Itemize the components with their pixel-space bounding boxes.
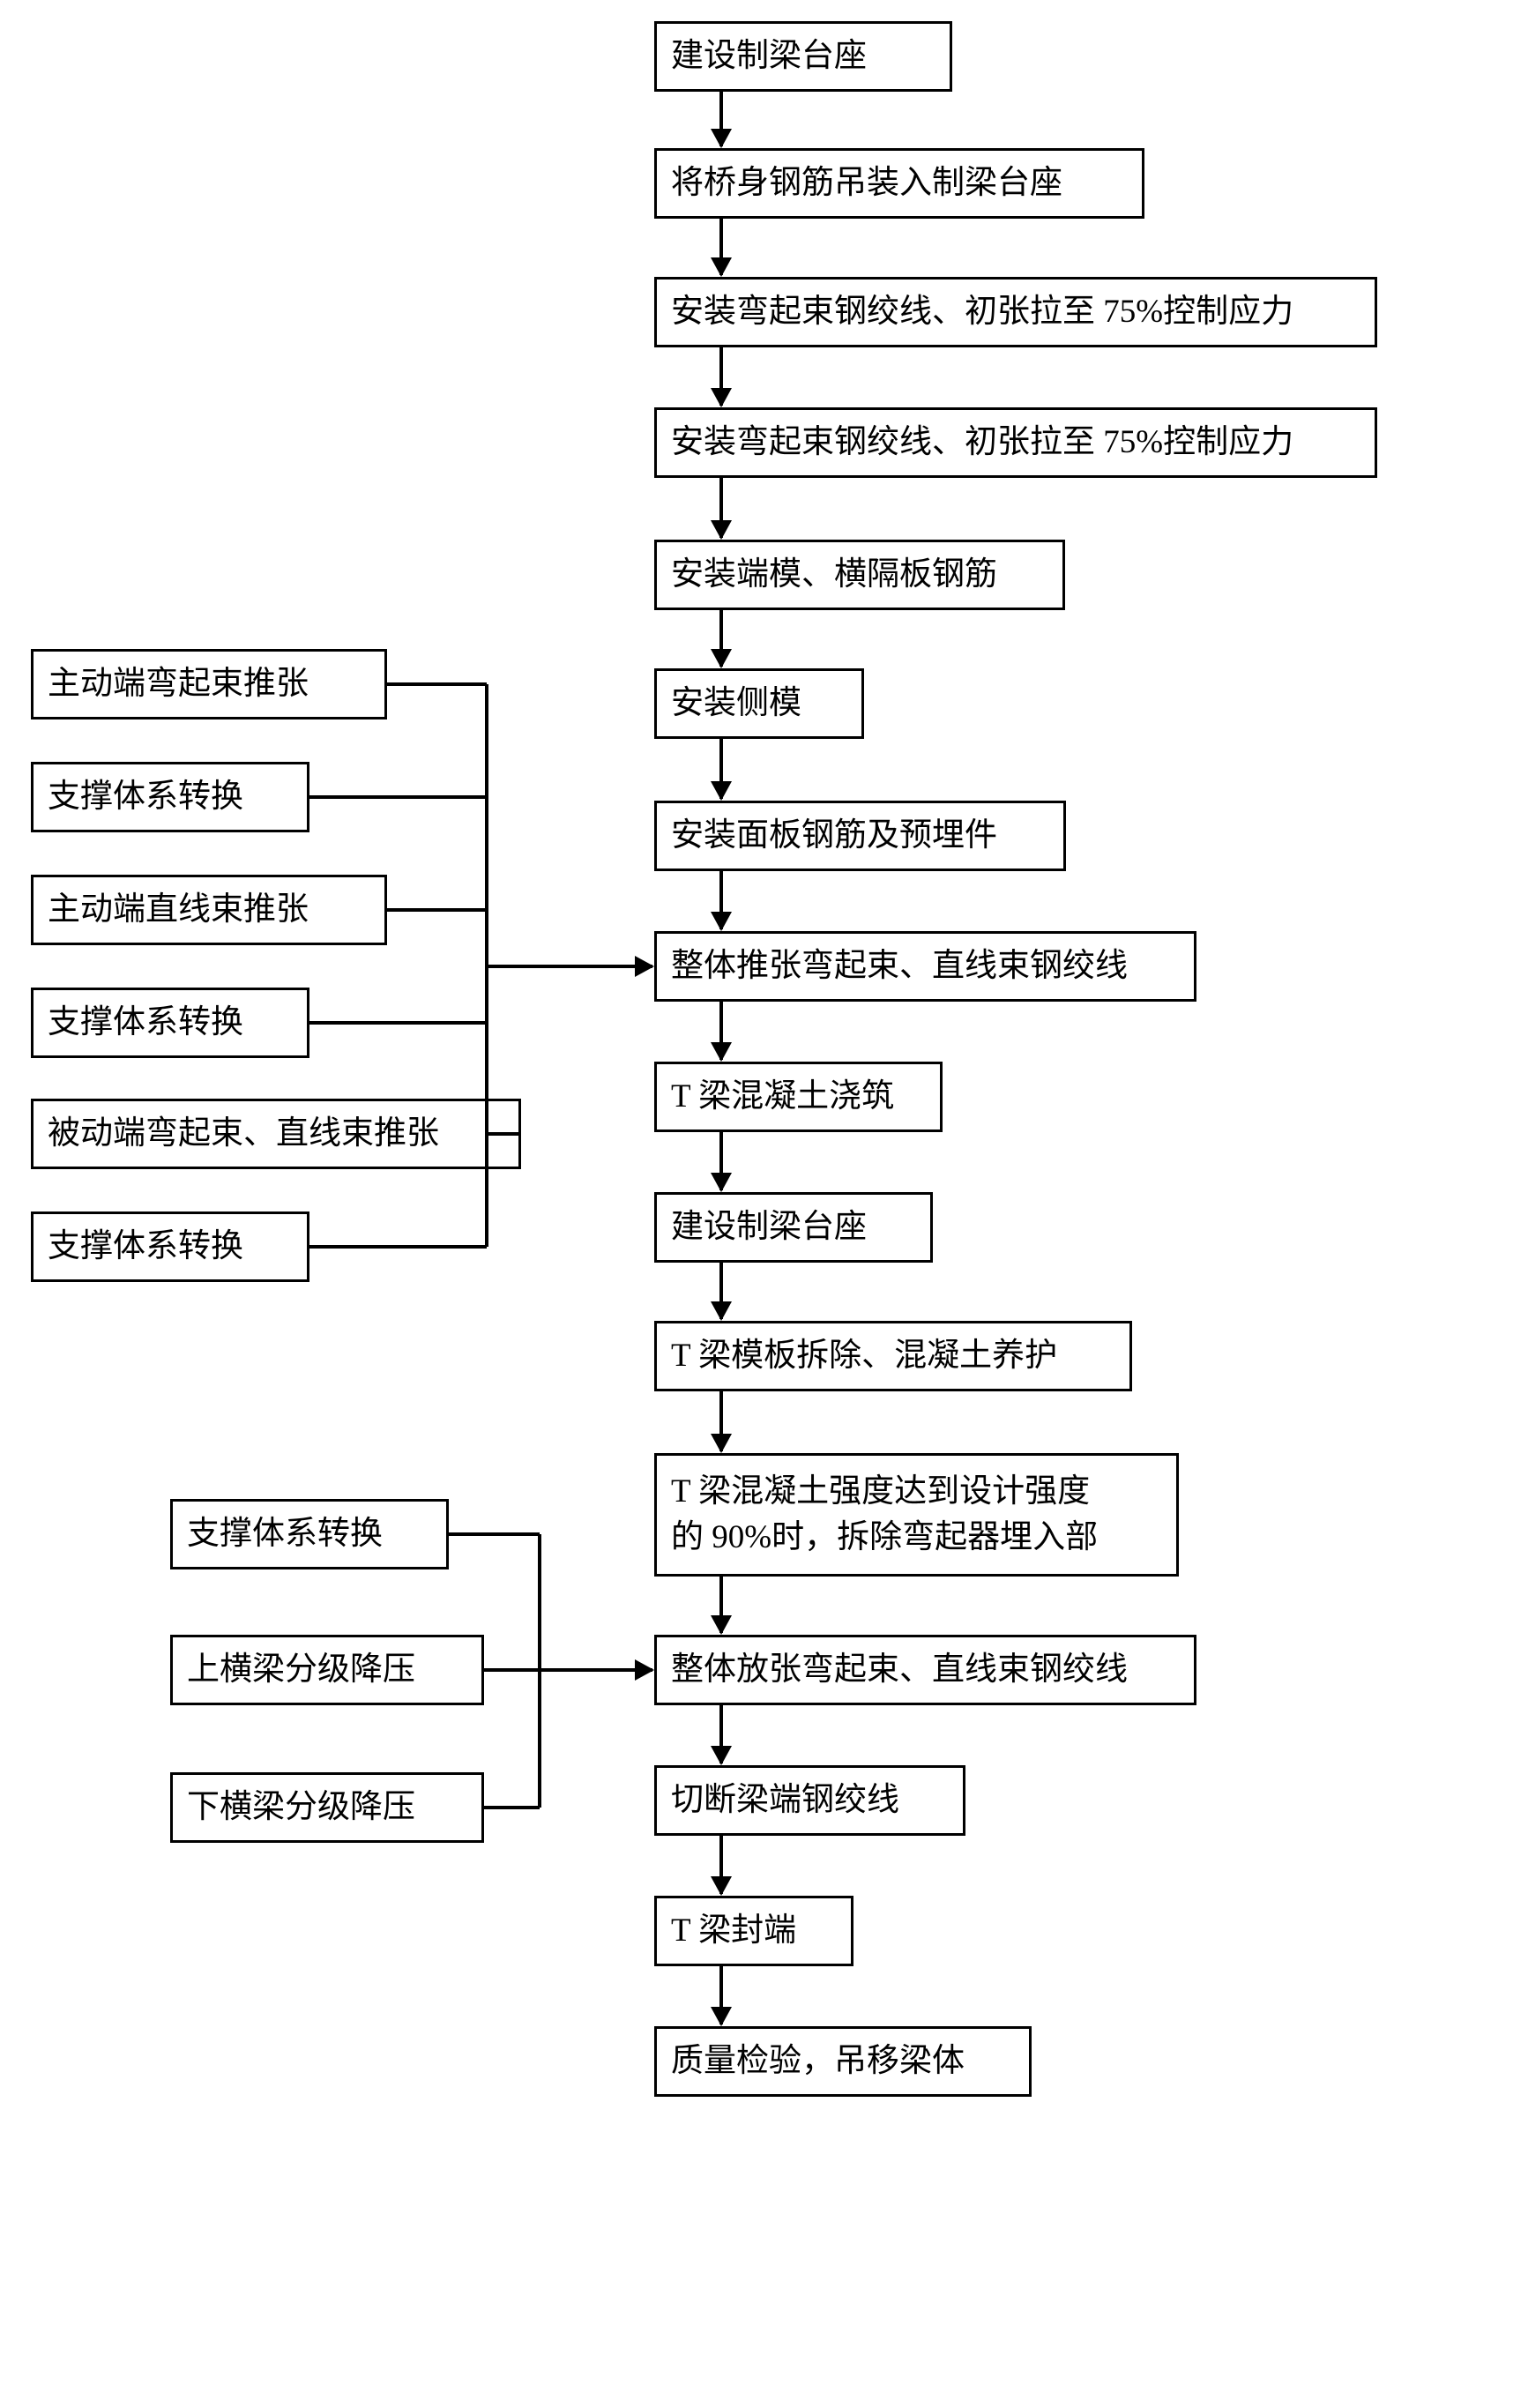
flow-node-main: 建设制梁台座	[654, 21, 952, 92]
connector-h	[484, 1806, 540, 1809]
flow-node-main: 建设制梁台座	[654, 1192, 933, 1263]
arrow-down-icon	[711, 1615, 732, 1635]
arrow-down-icon	[711, 257, 732, 277]
connector-h	[387, 908, 487, 912]
arrow-down-icon	[711, 1746, 732, 1765]
flow-node-main: T 梁混凝土强度达到设计强度 的 90%时，拆除弯起器埋入部	[654, 1453, 1179, 1577]
flow-node-main: 安装端模、横隔板钢筋	[654, 540, 1065, 610]
flow-node-main: 整体放张弯起束、直线束钢绞线	[654, 1635, 1196, 1705]
arrow-down-icon	[711, 1042, 732, 1062]
connector-h	[387, 682, 487, 686]
arrow-down-icon	[711, 388, 732, 407]
connector-h	[487, 1132, 521, 1136]
flow-node-main: 切断梁端钢绞线	[654, 1765, 965, 1836]
flow-node-main: 将桥身钢筋吊装入制梁台座	[654, 148, 1144, 219]
flow-node-main: 质量检验，吊移梁体	[654, 2026, 1032, 2097]
flow-node-main: T 梁封端	[654, 1896, 853, 1966]
connector-h	[449, 1532, 540, 1536]
arrow-down-icon	[711, 1301, 732, 1321]
arrow-down-icon	[711, 1434, 732, 1453]
flow-node-main: 整体推张弯起束、直线束钢绞线	[654, 931, 1196, 1002]
flow-node-side: 主动端直线束推张	[31, 875, 387, 945]
connector-h	[484, 1668, 540, 1672]
flow-node-side: 主动端弯起束推张	[31, 649, 387, 719]
flowchart-canvas: 建设制梁台座将桥身钢筋吊装入制梁台座安装弯起束钢绞线、初张拉至 75%控制应力安…	[18, 18, 1528, 2390]
connector-h	[487, 965, 652, 968]
flow-node-main: T 梁模板拆除、混凝土养护	[654, 1321, 1132, 1391]
connector-h	[309, 1245, 487, 1249]
flow-node-main: T 梁混凝土浇筑	[654, 1062, 943, 1132]
flow-node-side: 支撑体系转换	[31, 1211, 309, 1282]
arrow-down-icon	[711, 1173, 732, 1192]
arrow-right-icon	[635, 1659, 654, 1681]
flow-node-main: 安装侧模	[654, 668, 864, 739]
flow-node-main: 安装弯起束钢绞线、初张拉至 75%控制应力	[654, 277, 1377, 347]
arrow-down-icon	[711, 1876, 732, 1896]
arrow-down-icon	[711, 129, 732, 148]
flow-node-side: 上横梁分级降压	[170, 1635, 484, 1705]
arrow-down-icon	[711, 520, 732, 540]
connector-h	[309, 1021, 487, 1025]
arrow-down-icon	[711, 2007, 732, 2026]
flow-node-side: 下横梁分级降压	[170, 1772, 484, 1843]
flow-node-side: 支撑体系转换	[31, 988, 309, 1058]
arrow-down-icon	[711, 781, 732, 801]
flow-node-side: 支撑体系转换	[31, 762, 309, 832]
connector-h	[309, 795, 487, 799]
arrow-down-icon	[711, 912, 732, 931]
flow-node-side: 被动端弯起束、直线束推张	[31, 1099, 521, 1169]
flow-node-main: 安装弯起束钢绞线、初张拉至 75%控制应力	[654, 407, 1377, 478]
flow-node-side: 支撑体系转换	[170, 1499, 449, 1569]
arrow-right-icon	[635, 956, 654, 977]
arrow-down-icon	[711, 649, 732, 668]
flow-node-main: 安装面板钢筋及预埋件	[654, 801, 1066, 871]
